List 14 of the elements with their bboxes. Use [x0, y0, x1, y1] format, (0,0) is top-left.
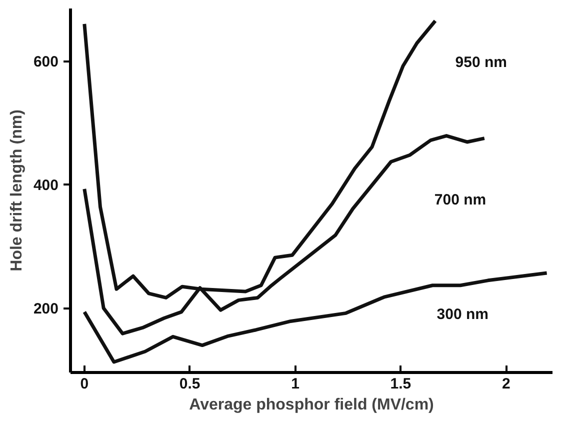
x-tick-label: 1.5 — [390, 376, 412, 392]
series-label: 300 nm — [436, 306, 489, 324]
x-tick-label: 0.5 — [179, 376, 200, 392]
text: 700 nm — [434, 191, 486, 208]
x-tick-label: 2 — [502, 376, 510, 392]
y-tick-label: 600 — [33, 54, 59, 71]
x-axis-title: Average phosphor field (MV/cm) — [189, 396, 434, 414]
y-tick-label: 400 — [33, 177, 59, 194]
y-axis-title: Hole drift length (nm) — [8, 110, 26, 272]
text: 950 nm — [455, 54, 507, 71]
line-series — [82, 271, 549, 364]
x-tick-label: 1 — [291, 376, 300, 392]
y-tick-label: 200 — [33, 300, 59, 318]
x-tick-label: 0 — [80, 376, 89, 392]
